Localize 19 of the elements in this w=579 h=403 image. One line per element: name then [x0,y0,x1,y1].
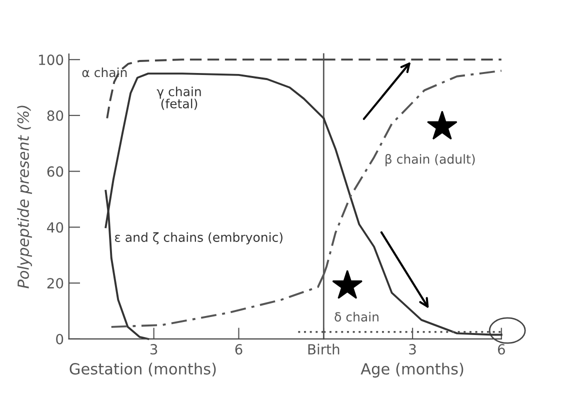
x-tick-label: 6 [498,344,505,355]
y-tick-label: 20 [47,278,64,289]
y-tick-label: 100 [39,54,64,66]
series-label: α chain [82,68,127,78]
y-axis-title: Polypeptide present (%) [17,106,32,288]
y-tick-label: 60 [47,166,64,177]
y-tick-label: 0 [56,334,64,344]
y-tick-label: 40 [47,222,64,233]
x-tick-label: 3 [409,344,416,355]
series-label: β chain (adult) [386,154,475,166]
x-tick-label: 6 [235,344,242,355]
series-label: ε and ζ chains (embryonic) [115,232,282,244]
y-tick-label: 80 [47,110,64,121]
x-tick-label: 3 [150,344,158,355]
series-label: γ chain (fetal) [156,86,201,110]
x-tick-label: Birth [308,344,340,354]
series-label: δ chain [334,312,378,322]
x-axis-title: Age (months) [360,362,464,378]
x-axis-title: Gestation (months) [70,362,216,376]
